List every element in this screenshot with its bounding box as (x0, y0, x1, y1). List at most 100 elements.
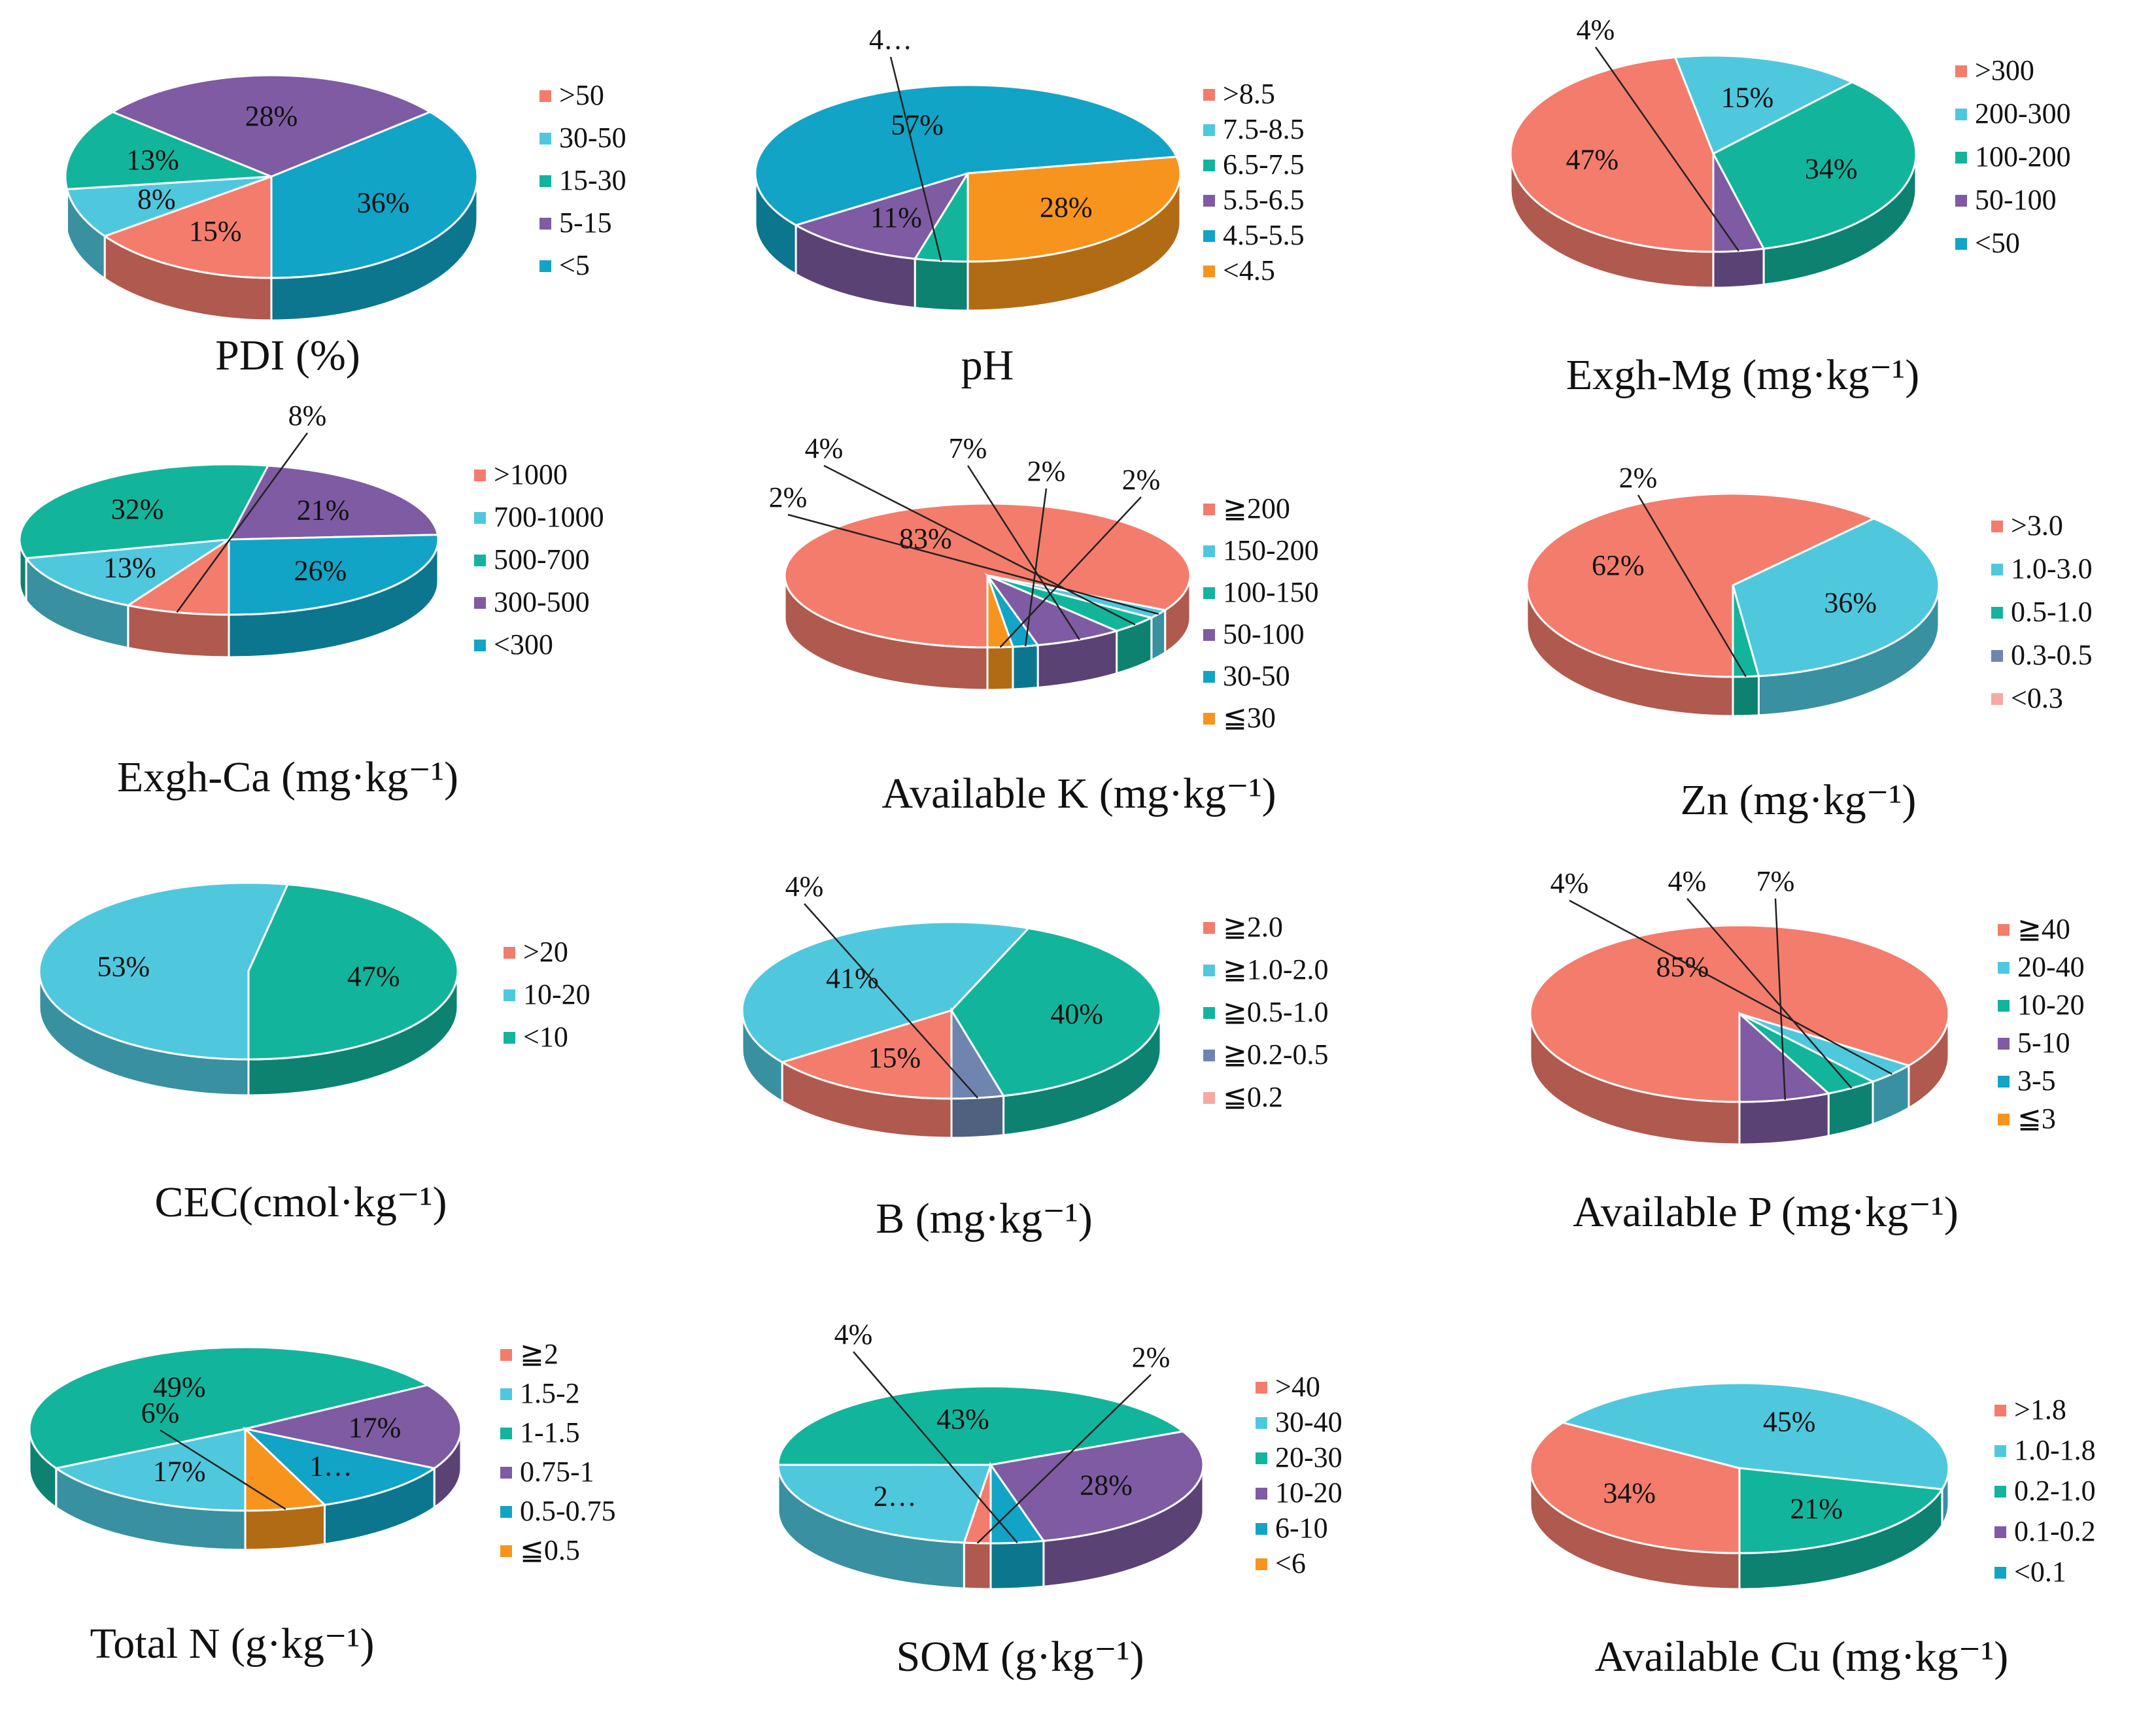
legend-swatch-30-40 (1256, 1417, 1267, 1429)
leader-line-le30 (999, 496, 1142, 648)
legend-swatch-700-1000 (474, 512, 486, 524)
data-label-0-75-1: 17% (349, 1412, 402, 1444)
legend-swatch-5-10 (1998, 1038, 2010, 1050)
legend-swatch-le30 (1203, 713, 1215, 725)
slice-700-1000 (24, 538, 230, 607)
legend-label-gt40: >40 (1275, 1371, 1320, 1403)
pie-chart-6: 62% 36% 2% >3.0 1.0-3.0 0.5-1.0 0.3-0.5 <0.3 Zn … (1526, 462, 2093, 824)
legend-swatch-lt0-3 (1991, 693, 2003, 705)
legend-swatch-gt3-0 (1991, 521, 2003, 532)
data-label-10-20: 4% (1668, 865, 1707, 897)
legend-label-50-100: 50-100 (1223, 618, 1305, 650)
legend-swatch-gt20 (504, 947, 515, 959)
legend-label-100-150: 100-150 (1223, 576, 1319, 608)
slice-gt300 (1509, 56, 1715, 253)
chart-title: Zn (mg·kg⁻¹) (1681, 776, 1917, 824)
slice-wall-ge0-2-0-5 (950, 1095, 1005, 1139)
legend-swatch-lt6 (1256, 1558, 1267, 1570)
legend-swatch-150-200 (1203, 545, 1215, 557)
legend-swatch-gt300 (1955, 65, 1967, 77)
data-label-0-5-1-0: 2% (1619, 462, 1658, 494)
legend-swatch-10-20 (504, 989, 515, 1001)
pie-chart-9: 85% 4% 4% 7% ≧40 20-40 10-20 5-10 3-5 ≦3 Available… (1529, 865, 2085, 1236)
slice-1-0-3-0 (1732, 517, 1940, 677)
slice-gt3-0 (1526, 492, 1877, 678)
legend-label-0-75-1: 0.75-1 (520, 1456, 594, 1488)
legend-label-lt50: <50 (1975, 227, 2020, 259)
slice-30-40 (777, 1464, 993, 1544)
legend-label-gt3-0: >3.0 (2011, 509, 2063, 541)
legend-swatch-lt10 (504, 1032, 515, 1044)
slice-10-20 (38, 882, 290, 1061)
slice-le30 (986, 575, 1014, 649)
legend-label-0-5-1-0: 0.5-1.0 (2011, 596, 2093, 628)
slice-wall-le0-5 (244, 1503, 326, 1551)
legend-swatch-ge2-0 (1203, 922, 1215, 934)
chart-title: Exgh-Mg (mg·kg⁻¹) (1566, 351, 1919, 399)
legend-label-0-3-0-5: 0.3-0.5 (2011, 639, 2093, 671)
legend-swatch-lt5 (539, 260, 551, 272)
legend-label-lt0-1: <0.1 (2014, 1556, 2066, 1588)
legend-label-1-0-3-0: 1.0-3.0 (2011, 553, 2093, 585)
legend-label-10-20: 10-20 (523, 978, 590, 1010)
chart-title: PDI (%) (215, 332, 360, 379)
legend-label-30-50: 30-50 (1223, 660, 1290, 692)
data-label-50-100: 4% (1577, 14, 1615, 46)
slice-wall-le30 (986, 645, 1014, 691)
data-label-6-5-7-5: 4… (869, 24, 912, 56)
pie-side-walls (18, 539, 439, 659)
leader-line-20-40 (1569, 899, 1892, 1075)
legend-label-le0-5: ≦0.5 (520, 1534, 580, 1566)
data-label-4-5-5-5: 57% (891, 109, 944, 141)
legend-swatch-200-300 (1955, 109, 1967, 120)
legend-swatch-30-50 (539, 133, 551, 145)
legend-swatch-100-150 (1203, 587, 1215, 599)
data-label-50-100: 7% (949, 432, 987, 464)
legend-label-lt4-5: <4.5 (1223, 254, 1275, 286)
chart-title: B (mg·kg⁻¹) (876, 1195, 1092, 1243)
legend-swatch-lt300 (474, 640, 486, 651)
legend-label-le30: ≦30 (1223, 702, 1276, 734)
legend-label-5-15: 5-15 (559, 207, 612, 239)
legend-swatch-0-5-1-0 (1991, 607, 2003, 619)
legend-label-20-30: 20-30 (1275, 1441, 1343, 1473)
legend-label-gt1-8: >1.8 (2014, 1394, 2066, 1426)
legend-label-lt6: <6 (1275, 1547, 1306, 1579)
legend-swatch-ge0-2-0-5 (1203, 1050, 1215, 1061)
legend-swatch-0-5-0-75 (500, 1506, 512, 1518)
leader-line-gt1000 (176, 432, 309, 613)
data-label-ge2-0: 15% (868, 1042, 921, 1074)
slice-30-50 (65, 175, 272, 237)
legend-label-gt1000: >1000 (494, 458, 568, 490)
data-label-6-10: 4% (834, 1318, 873, 1350)
legend-label-500-700: 500-700 (494, 543, 590, 575)
data-label-15-30: 13% (126, 144, 179, 176)
legend-swatch-6-5-7-5 (1203, 160, 1215, 171)
data-label-30-50: 8% (137, 183, 176, 215)
slice-0-75-1 (245, 1384, 462, 1469)
legend-label-ge0-2-0-5: ≧0.2-0.5 (1223, 1038, 1329, 1071)
legend-swatch-4-5-5-5 (1203, 230, 1215, 242)
legend-swatch-le3 (1998, 1114, 2010, 1125)
slice-0-5-1-0 (1732, 585, 1760, 678)
chart-title: Available P (mg·kg⁻¹) (1573, 1188, 1959, 1236)
data-label-30-50: 2% (1027, 455, 1066, 487)
legend-label-5-5-6-5: 5.5-6.5 (1223, 184, 1305, 216)
legend-label-300-500: 300-500 (494, 586, 590, 618)
pie-chart-7: 53% 47% >20 10-20 <10 CEC(cmol·kg⁻¹) (38, 882, 590, 1226)
legend-swatch-gt50 (539, 90, 551, 102)
legend-label-10-20: 10-20 (2017, 989, 2085, 1021)
legend-swatch-le0-2 (1203, 1092, 1215, 1104)
data-label-0-5-0-75: 1… (309, 1450, 352, 1482)
legend-swatch-20-30 (1256, 1452, 1267, 1464)
pie-chart-8: 15%41%40%4%≧2.0≧1.0-2.0≧0.5-1.0≧0.2-0.5≦… (741, 870, 1329, 1243)
data-label-5-15: 28% (245, 100, 298, 132)
slice-ge0-5-1-0 (950, 927, 1162, 1097)
legend-label-7-5-8-5: 7.5-8.5 (1223, 113, 1305, 145)
pie-side-walls (777, 1464, 1205, 1590)
legend-swatch-0-75-1 (500, 1467, 512, 1479)
legend-swatch-0-3-0-5 (1991, 650, 2003, 662)
legend-label-6-5-7-5: 6.5-7.5 (1223, 148, 1305, 180)
leader-line-le0-5 (160, 1429, 286, 1510)
